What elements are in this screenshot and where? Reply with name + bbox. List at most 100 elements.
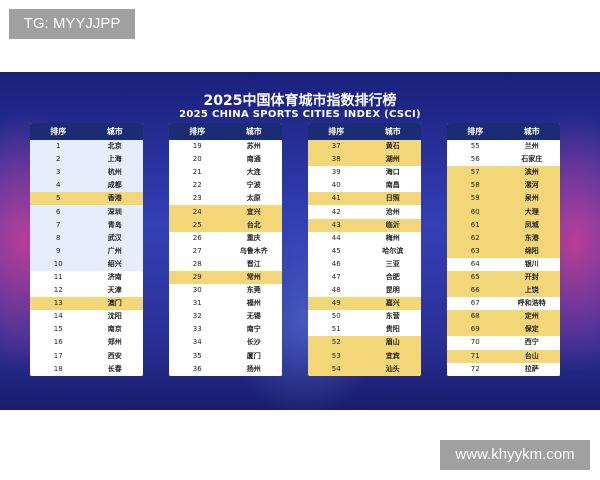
city-header: 城市 — [384, 127, 401, 136]
ranking-row: 42 沧州 — [308, 205, 421, 219]
city-name: 宜兴 — [246, 207, 261, 216]
ranking-row: 13 澳门 — [30, 297, 143, 311]
rank-number: 57 — [470, 168, 480, 177]
city-name: 临沂 — [385, 220, 400, 229]
city-name: 绍兴 — [107, 259, 122, 268]
city-name: 杭州 — [107, 168, 122, 177]
ranking-row: 49 嘉兴 — [308, 297, 421, 311]
ranking-row: 30 东莞 — [169, 284, 282, 298]
city-name: 乌鲁木齐 — [239, 246, 268, 255]
city-name: 黄石 — [385, 142, 400, 151]
rank-number: 66 — [470, 286, 480, 295]
city-name: 重庆 — [246, 233, 261, 242]
city-name: 拉萨 — [524, 364, 539, 373]
title-chinese: 2025中国体育城市指数排行榜 — [203, 93, 397, 109]
city-name: 三亚 — [385, 259, 400, 268]
rank-number: 44 — [331, 233, 341, 242]
city-name: 厦门 — [246, 351, 261, 360]
ranking-row: 8 武汉 — [30, 231, 143, 245]
city-name: 晋江 — [246, 259, 261, 268]
rank-number: 39 — [331, 168, 341, 177]
ranking-row: 21 大连 — [169, 166, 282, 180]
city-name: 泉州 — [524, 194, 539, 203]
city-name: 兰州 — [524, 142, 539, 151]
ranking-row: 61 凤城 — [447, 218, 560, 232]
rank-number: 21 — [192, 168, 202, 177]
ranking-row: 23 太原 — [169, 192, 282, 206]
city-name: 沧州 — [385, 207, 400, 216]
rank-number: 50 — [331, 312, 341, 321]
ranking-row: 38 湖州 — [308, 153, 421, 167]
rank-number: 16 — [53, 338, 63, 347]
city-name: 宜宾 — [385, 351, 400, 360]
rank-number: 62 — [470, 233, 480, 242]
ranking-row: 3 杭州 — [30, 166, 143, 180]
city-name: 东港 — [524, 233, 539, 242]
ranking-row: 50 东营 — [308, 310, 421, 324]
rank-number: 38 — [331, 155, 341, 164]
city-name: 西宁 — [524, 338, 539, 347]
rank-number: 68 — [470, 312, 480, 321]
ranking-row: 37 黄石 — [308, 140, 421, 154]
city-name: 南通 — [246, 155, 261, 164]
city-name: 武汉 — [107, 233, 122, 242]
city-name: 大连 — [246, 168, 261, 177]
rank-header: 排序 — [328, 127, 345, 136]
ranking-row: 58 漯河 — [447, 179, 560, 193]
rank-number: 70 — [470, 338, 480, 347]
rank-number: 72 — [470, 364, 480, 373]
ranking-row: 65 开封 — [447, 270, 560, 285]
rank-number: 1 — [56, 142, 61, 151]
rank-number: 10 — [53, 259, 63, 268]
watermark-bottom: www.khyykm.com — [440, 440, 590, 470]
rank-number: 49 — [331, 299, 341, 308]
ranking-row: 32 无锡 — [169, 310, 282, 324]
city-name: 西安 — [107, 351, 122, 360]
ranking-row: 12 天津 — [30, 284, 143, 298]
city-name: 沈阳 — [107, 312, 122, 321]
rank-number: 59 — [470, 194, 480, 203]
rank-number: 54 — [331, 364, 341, 373]
rank-number: 2 — [56, 155, 61, 164]
rank-number: 25 — [192, 220, 202, 229]
ranking-row: 16 郑州 — [30, 336, 143, 350]
city-header: 城市 — [523, 127, 540, 136]
city-name: 宁波 — [246, 181, 261, 190]
city-name: 扬州 — [246, 364, 261, 373]
city-name: 澳门 — [107, 299, 122, 308]
city-name: 梅州 — [385, 233, 400, 242]
city-name: 石家庄 — [521, 155, 543, 164]
rank-number: 42 — [331, 207, 341, 216]
rank-number: 33 — [192, 325, 202, 334]
city-name: 眉山 — [385, 338, 400, 347]
ranking-row: 33 南宁 — [169, 323, 282, 337]
ranking-row: 6 深圳 — [30, 205, 143, 219]
city-name: 上海 — [107, 155, 122, 164]
ranking-row: 62 东港 — [447, 231, 560, 245]
rank-number: 18 — [53, 364, 63, 373]
rank-header: 排序 — [467, 127, 484, 136]
city-name: 南昌 — [385, 181, 400, 190]
city-name: 常州 — [246, 272, 261, 281]
rank-number: 43 — [331, 220, 341, 229]
ranking-row: 43 临沂 — [308, 218, 421, 232]
city-name: 湖州 — [385, 155, 400, 164]
city-name: 绵阳 — [524, 246, 539, 255]
rank-number: 69 — [470, 325, 480, 334]
ranking-row: 66 上饶 — [447, 284, 560, 298]
rank-number: 14 — [53, 312, 63, 321]
rank-number: 32 — [192, 312, 202, 321]
city-name: 汕头 — [385, 364, 400, 373]
ranking-row: 68 定州 — [447, 310, 560, 324]
rank-number: 63 — [470, 246, 480, 255]
rank-number: 12 — [53, 286, 63, 295]
rank-number: 40 — [331, 181, 341, 190]
rank-number: 3 — [56, 168, 61, 177]
title-english: 2025 CHINA SPORTS CITIES INDEX (CSCI) — [179, 109, 421, 120]
city-name: 漯河 — [524, 181, 539, 190]
ranking-row: 59 泉州 — [447, 192, 560, 206]
ranking-row: 5 香港 — [30, 192, 143, 206]
rank-header: 排序 — [50, 127, 67, 136]
city-name: 南宁 — [246, 325, 261, 334]
